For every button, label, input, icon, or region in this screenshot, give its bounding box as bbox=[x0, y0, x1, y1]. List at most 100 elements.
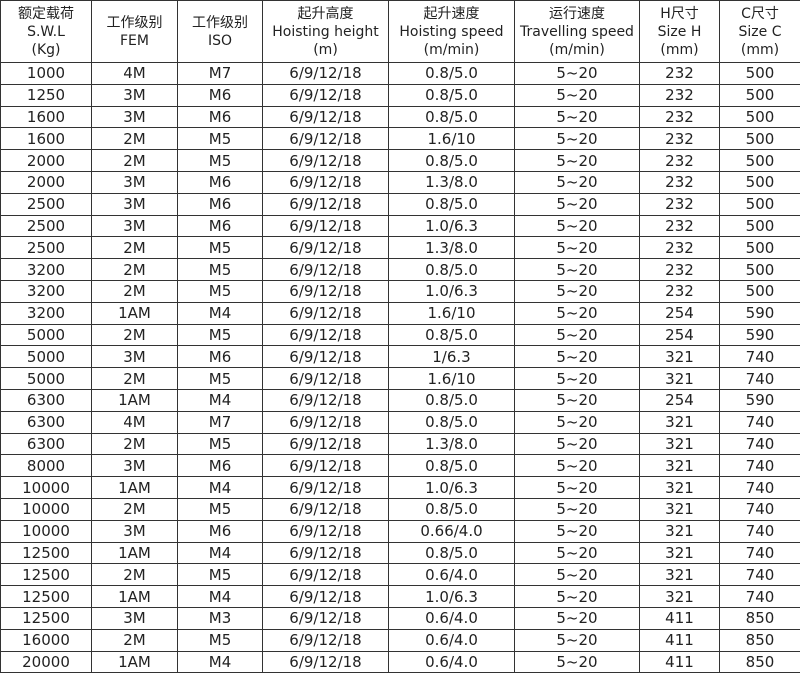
table-row: 10000 2M M5 6/9/12/18 0.8/5.0 5~20 321 740 bbox=[0, 497, 800, 521]
cell-hoisting-speed: 0.8/5.0 bbox=[388, 83, 515, 107]
table-row: 12500 2M M5 6/9/12/18 0.6/4.0 5~20 321 740 bbox=[0, 563, 800, 587]
cell-swl: 6300 bbox=[0, 410, 92, 434]
header-hoisting-height: 起升高度 Hoisting height (m) bbox=[262, 0, 389, 63]
cell-travelling-speed: 5~20 bbox=[514, 127, 640, 151]
cell-hoisting-speed: 0.8/5.0 bbox=[388, 149, 515, 172]
cell-travelling-speed: 5~20 bbox=[514, 628, 640, 652]
cell-fem: 3M bbox=[91, 170, 178, 194]
header-label: 工作级别 bbox=[192, 14, 248, 31]
cell-iso: M6 bbox=[177, 214, 263, 238]
cell-iso: M6 bbox=[177, 454, 263, 478]
cell-swl: 8000 bbox=[0, 454, 92, 478]
header-label: (mm) bbox=[740, 41, 780, 58]
cell-size-h: 411 bbox=[639, 606, 720, 630]
cell-iso: M6 bbox=[177, 170, 263, 194]
cell-travelling-speed: 5~20 bbox=[514, 606, 640, 630]
cell-hoisting-height: 6/9/12/18 bbox=[262, 279, 389, 303]
cell-size-c: 500 bbox=[719, 105, 800, 129]
cell-iso: M5 bbox=[177, 628, 263, 652]
cell-travelling-speed: 5~20 bbox=[514, 541, 640, 565]
cell-hoisting-height: 6/9/12/18 bbox=[262, 83, 389, 107]
header-size-h: H尺寸 Size H (mm) bbox=[639, 0, 720, 63]
cell-size-h: 254 bbox=[639, 323, 720, 347]
cell-iso: M4 bbox=[177, 541, 263, 565]
cell-size-h: 232 bbox=[639, 62, 720, 85]
table-row: 2000 2M M5 6/9/12/18 0.8/5.0 5~20 232 500 bbox=[0, 149, 800, 172]
table-row: 3200 2M M5 6/9/12/18 0.8/5.0 5~20 232 500 bbox=[0, 258, 800, 281]
cell-hoisting-speed: 0.8/5.0 bbox=[388, 323, 515, 347]
cell-size-c: 500 bbox=[719, 192, 800, 216]
cell-size-h: 232 bbox=[639, 149, 720, 172]
cell-travelling-speed: 5~20 bbox=[514, 170, 640, 194]
cell-iso: M5 bbox=[177, 279, 263, 303]
cell-fem: 2M bbox=[91, 563, 178, 587]
cell-size-c: 500 bbox=[719, 236, 800, 260]
table-row: 2500 2M M5 6/9/12/18 1.3/8.0 5~20 232 500 bbox=[0, 236, 800, 260]
cell-size-c: 740 bbox=[719, 454, 800, 478]
cell-size-c: 740 bbox=[719, 585, 800, 608]
cell-hoisting-height: 6/9/12/18 bbox=[262, 497, 389, 521]
cell-size-c: 850 bbox=[719, 628, 800, 652]
cell-fem: 2M bbox=[91, 127, 178, 151]
header-label: FEM bbox=[120, 32, 149, 49]
cell-hoisting-speed: 1.0/6.3 bbox=[388, 214, 515, 238]
cell-size-c: 740 bbox=[719, 497, 800, 521]
cell-size-h: 232 bbox=[639, 170, 720, 194]
cell-hoisting-speed: 1.0/6.3 bbox=[388, 585, 515, 608]
cell-travelling-speed: 5~20 bbox=[514, 563, 640, 587]
cell-hoisting-height: 6/9/12/18 bbox=[262, 301, 389, 325]
cell-iso: M5 bbox=[177, 432, 263, 456]
cell-fem: 2M bbox=[91, 258, 178, 281]
cell-size-c: 740 bbox=[719, 541, 800, 565]
cell-size-c: 500 bbox=[719, 62, 800, 85]
cell-size-c: 850 bbox=[719, 606, 800, 630]
header-label: Travelling speed bbox=[520, 23, 634, 40]
table-row: 1250 3M M6 6/9/12/18 0.8/5.0 5~20 232 500 bbox=[0, 83, 800, 107]
cell-iso: M6 bbox=[177, 192, 263, 216]
cell-swl: 1600 bbox=[0, 127, 92, 151]
header-label: 起升速度 bbox=[423, 5, 480, 22]
table-row: 5000 2M M5 6/9/12/18 0.8/5.0 5~20 254 590 bbox=[0, 323, 800, 347]
cell-iso: M5 bbox=[177, 497, 263, 521]
cell-size-h: 321 bbox=[639, 585, 720, 608]
cell-hoisting-speed: 0.8/5.0 bbox=[388, 62, 515, 85]
cell-size-h: 254 bbox=[639, 301, 720, 325]
cell-hoisting-height: 6/9/12/18 bbox=[262, 541, 389, 565]
cell-hoisting-height: 6/9/12/18 bbox=[262, 454, 389, 478]
cell-hoisting-speed: 1.3/8.0 bbox=[388, 170, 515, 194]
cell-travelling-speed: 5~20 bbox=[514, 454, 640, 478]
table-row: 1000 4M M7 6/9/12/18 0.8/5.0 5~20 232 500 bbox=[0, 62, 800, 85]
cell-hoisting-speed: 0.6/4.0 bbox=[388, 606, 515, 630]
cell-size-h: 321 bbox=[639, 454, 720, 478]
cell-hoisting-speed: 1.3/8.0 bbox=[388, 432, 515, 456]
cell-hoisting-speed: 0.8/5.0 bbox=[388, 388, 515, 412]
cell-size-c: 850 bbox=[719, 650, 800, 674]
header-label: 起升高度 bbox=[297, 5, 354, 22]
header-label: Size C bbox=[738, 23, 782, 40]
cell-size-h: 232 bbox=[639, 236, 720, 260]
cell-travelling-speed: 5~20 bbox=[514, 258, 640, 281]
header-label: C尺寸 bbox=[741, 5, 779, 22]
header-label: 运行速度 bbox=[549, 5, 605, 22]
cell-travelling-speed: 5~20 bbox=[514, 301, 640, 325]
cell-iso: M5 bbox=[177, 563, 263, 587]
cell-hoisting-height: 6/9/12/18 bbox=[262, 323, 389, 347]
cell-swl: 2500 bbox=[0, 214, 92, 238]
cell-hoisting-height: 6/9/12/18 bbox=[262, 345, 389, 369]
cell-swl: 16000 bbox=[0, 628, 92, 652]
cell-travelling-speed: 5~20 bbox=[514, 410, 640, 434]
header-label: (Kg) bbox=[31, 41, 61, 58]
cell-hoisting-height: 6/9/12/18 bbox=[262, 606, 389, 630]
cell-hoisting-speed: 0.6/4.0 bbox=[388, 628, 515, 652]
cell-fem: 1AM bbox=[91, 476, 178, 499]
header-iso: 工作级别 ISO bbox=[177, 0, 263, 63]
cell-size-h: 321 bbox=[639, 497, 720, 521]
cell-swl: 12500 bbox=[0, 541, 92, 565]
cell-swl: 5000 bbox=[0, 367, 92, 390]
cell-iso: M5 bbox=[177, 258, 263, 281]
cell-iso: M7 bbox=[177, 410, 263, 434]
cell-swl: 6300 bbox=[0, 432, 92, 456]
cell-swl: 2500 bbox=[0, 192, 92, 216]
cell-hoisting-speed: 1.6/10 bbox=[388, 127, 515, 151]
cell-hoisting-height: 6/9/12/18 bbox=[262, 127, 389, 151]
